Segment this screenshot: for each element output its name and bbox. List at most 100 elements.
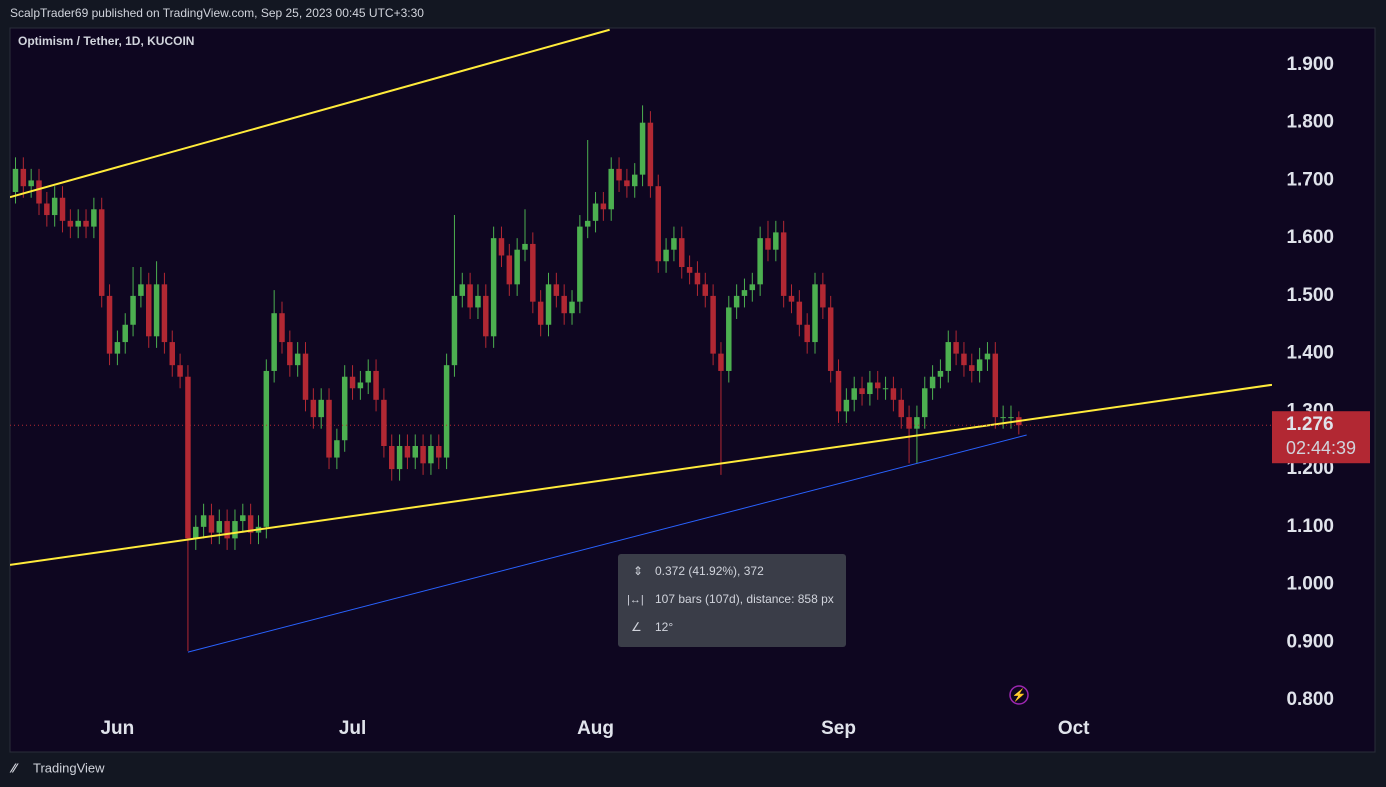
candle-body (961, 353, 967, 366)
candle-body (663, 249, 669, 262)
x-tick-label: Jul (339, 718, 366, 739)
candle-body (537, 301, 544, 325)
measure-text: 107 bars (107d), distance: 858 px (655, 592, 834, 606)
candle-body (443, 365, 450, 458)
candle-body (44, 203, 50, 216)
candle-body (506, 255, 513, 285)
candle-body (475, 295, 481, 308)
candle-body (185, 376, 191, 539)
candle-body (91, 209, 97, 227)
candle-body (459, 284, 466, 296)
candle-body (655, 186, 661, 262)
candle-body (381, 399, 387, 447)
candle-body (741, 290, 748, 296)
last-price-label: 1.276 (1286, 414, 1334, 435)
candle-body (1000, 417, 1006, 419)
candle-body (867, 382, 873, 395)
candle-body (200, 515, 207, 527)
candle-body (726, 307, 732, 371)
candle-body (718, 353, 724, 371)
candle-body (388, 446, 395, 470)
y-tick-label: 0.800 (1286, 689, 1334, 710)
candle-body (122, 324, 128, 343)
y-tick-label: 1.000 (1286, 574, 1334, 595)
candle-body (287, 342, 293, 366)
candle-body (922, 388, 928, 418)
candle-body (83, 220, 89, 227)
candle-body (592, 203, 599, 221)
candle-body (341, 376, 348, 441)
candle-body (302, 353, 309, 400)
candle-body (890, 388, 897, 400)
candle-body (334, 440, 340, 458)
candle-body (28, 180, 34, 187)
price-label-box (1272, 411, 1370, 464)
candle-body (1008, 417, 1014, 419)
candle-body (404, 446, 411, 458)
candle-body (733, 295, 740, 308)
candle-body (153, 284, 160, 337)
alert-icon[interactable]: ⚡ (1012, 688, 1027, 702)
plot: 0.8000.9001.0001.1001.2001.3001.4001.500… (10, 28, 1370, 739)
candle-body (530, 243, 536, 302)
alert-icon[interactable] (1009, 685, 1029, 705)
candle-body (976, 359, 983, 371)
candle-body (240, 515, 246, 522)
measure-box (618, 554, 846, 647)
candle-body (514, 249, 520, 285)
candle-body (279, 313, 285, 343)
candle-body (992, 353, 999, 418)
candle-body (749, 284, 756, 291)
candle-body (161, 284, 168, 343)
candles (12, 105, 1022, 651)
icon: ∠ (631, 620, 642, 634)
candle-body (145, 284, 152, 337)
candle-body (843, 399, 850, 412)
candle-body (36, 180, 42, 204)
candle-body (522, 243, 528, 250)
candle-body (953, 342, 959, 354)
candle-body (765, 238, 771, 250)
y-tick-label: 1.100 (1286, 516, 1334, 537)
candle-body (671, 238, 677, 250)
candle-body (357, 382, 364, 389)
candle-body (906, 417, 912, 429)
candle-body (914, 417, 920, 429)
candle-body (498, 238, 505, 256)
candle-body (59, 197, 66, 221)
x-tick-label: Sep (821, 718, 856, 739)
candle-body (694, 272, 701, 285)
x-tick-label: Oct (1058, 718, 1090, 739)
candle-body (247, 515, 254, 533)
candle-body (984, 353, 991, 360)
candle-body (827, 307, 834, 371)
candle-body (138, 284, 144, 296)
logo: ⁄⁄ (9, 760, 19, 775)
candle-body (647, 122, 654, 187)
candle-body (820, 284, 826, 308)
candle-body (757, 238, 763, 285)
candle-body (20, 168, 27, 187)
candle-body (639, 122, 646, 175)
candle-body (294, 353, 301, 366)
measure-text: 0.372 (41.92%), 372 (655, 564, 764, 578)
candle-body (608, 168, 614, 210)
candle-body (467, 284, 473, 308)
trendline (10, 383, 1272, 566)
candle-body (616, 168, 622, 181)
y-tick-label: 1.200 (1286, 458, 1334, 479)
candle-body (75, 220, 81, 227)
candle-body (106, 295, 113, 354)
candle-body (130, 295, 136, 325)
candle-body (780, 232, 787, 296)
y-tick-label: 1.700 (1286, 169, 1334, 190)
candle-body (490, 238, 497, 337)
y-tick-label: 1.400 (1286, 343, 1334, 364)
trendlines (10, 28, 1272, 653)
candle-body (882, 388, 889, 390)
icon: |↔| (627, 594, 644, 606)
candle-body (365, 370, 371, 383)
candle-body (686, 267, 693, 273)
candle-body (451, 295, 458, 366)
